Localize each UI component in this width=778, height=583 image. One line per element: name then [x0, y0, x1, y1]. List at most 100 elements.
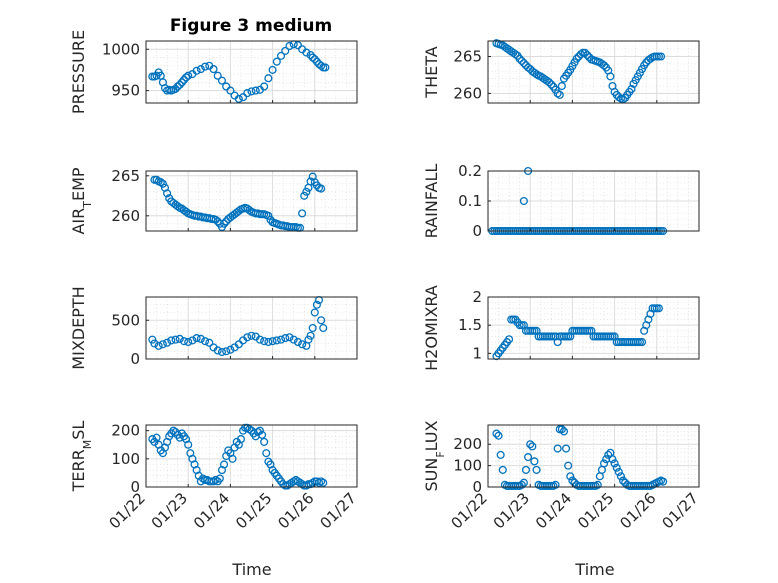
data-point [511, 50, 520, 59]
x-tick-label: 01/24 [532, 489, 575, 532]
data-point [179, 75, 189, 84]
x-tick-label: 01/22 [448, 489, 491, 532]
data-point [317, 184, 326, 193]
data-point [654, 304, 663, 313]
data-point [310, 308, 319, 317]
data-point [220, 460, 229, 469]
data-point [179, 337, 189, 346]
data-point [519, 196, 528, 206]
data-point [492, 429, 501, 438]
data-point [302, 48, 311, 57]
data-point [532, 70, 541, 79]
data-point [217, 347, 227, 357]
data-point [317, 316, 326, 325]
data-point [226, 345, 235, 354]
data-point [517, 56, 526, 65]
y-tick-label: 1.5 [458, 316, 482, 334]
x-tick-label: 01/25 [232, 489, 275, 532]
data-point [234, 206, 243, 216]
data-point [581, 48, 590, 57]
y-axis-label: PRESSURE [69, 30, 88, 114]
data-point [293, 41, 302, 50]
data-point [312, 57, 321, 66]
figure-title: Figure 3 medium [170, 16, 332, 36]
data-point [148, 335, 157, 344]
y-tick-label: 1 [472, 344, 482, 362]
data-point [173, 82, 182, 91]
y-axis-label: MIXDEPTH [69, 286, 88, 369]
data-point [321, 63, 330, 72]
data-point [308, 323, 317, 333]
data-point [209, 477, 218, 486]
data-point [260, 82, 269, 91]
data-point [285, 333, 294, 342]
data-point [211, 475, 220, 485]
data-point [524, 453, 533, 462]
data-point [306, 177, 315, 186]
data-point [188, 336, 197, 345]
data-point [566, 472, 575, 481]
y-tick-label: 2 [472, 288, 482, 306]
data-point [564, 461, 573, 470]
y-axis-label: THETA [422, 46, 441, 98]
data-point [222, 82, 231, 91]
data-series [492, 39, 666, 104]
data-point [247, 331, 256, 340]
data-point [551, 480, 560, 489]
data-point [236, 435, 246, 444]
data-point [555, 90, 564, 99]
y-tick-label: 200 [453, 435, 482, 453]
data-point [201, 337, 210, 346]
data-point [175, 80, 184, 89]
data-point [302, 481, 311, 490]
data-point [496, 450, 505, 459]
y-axis-label: AIRTEMP [69, 167, 94, 234]
data-point [150, 339, 159, 348]
data-point [184, 337, 193, 347]
x-tick-label: 01/27 [659, 489, 702, 532]
data-point [314, 478, 324, 487]
data-point [184, 71, 193, 80]
y-tick-label: 1000 [102, 40, 140, 58]
data-point [302, 187, 311, 196]
data-point [245, 425, 254, 434]
data-point [152, 175, 161, 184]
data-point [300, 191, 309, 200]
data-point [599, 61, 609, 70]
data-point [239, 93, 248, 102]
y-tick-label: 950 [111, 82, 140, 100]
data-point [276, 335, 286, 344]
data-point [319, 323, 328, 333]
x-tick-label: 01/23 [148, 489, 191, 532]
data-point [659, 477, 668, 486]
subplot-4: 0 0.1 0.2 RAINFALL [422, 162, 700, 240]
data-point [152, 433, 161, 442]
data-point [317, 61, 326, 70]
data-point [616, 472, 625, 481]
data-point [306, 331, 315, 340]
data-point [498, 465, 507, 474]
y-tick-label: 265 [111, 167, 140, 185]
data-point [553, 444, 562, 453]
data-point [262, 449, 271, 458]
data-point [583, 50, 592, 60]
data-point [169, 426, 178, 435]
data-point [222, 347, 231, 356]
data-point [268, 65, 277, 74]
data-point [593, 480, 602, 489]
data-point [220, 219, 229, 228]
x-tick-label: 01/27 [317, 489, 360, 532]
data-point [243, 89, 252, 98]
data-point [553, 89, 562, 98]
data-point [312, 300, 321, 309]
data-point [526, 440, 535, 449]
data-point [171, 84, 180, 93]
data-point [198, 474, 208, 483]
y-tick-label: 0 [130, 478, 140, 496]
data-series [148, 296, 328, 357]
data-point [517, 480, 526, 489]
data-point [196, 334, 205, 343]
